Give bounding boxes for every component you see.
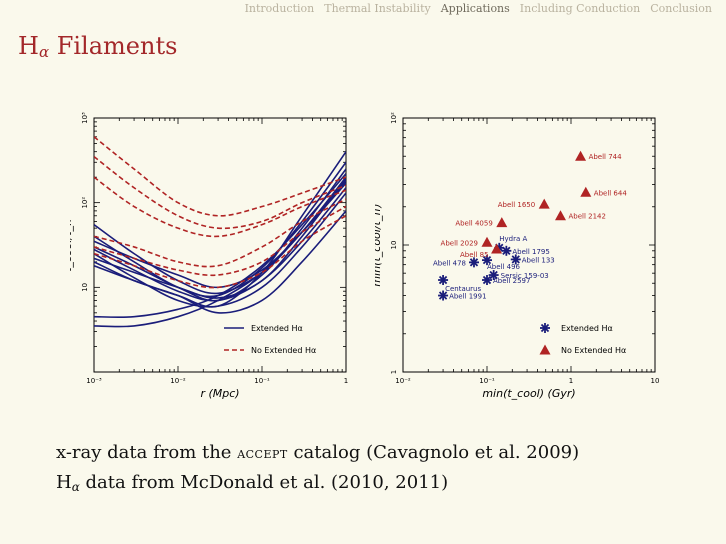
extended-point-marker-stroke xyxy=(511,255,520,264)
no-extended-point-label: Abell 85 xyxy=(460,251,489,259)
no-extended-point-marker xyxy=(491,243,503,254)
extended-point-label: Sersic 159-03 xyxy=(501,272,549,280)
no-extended-point-marker xyxy=(481,236,493,247)
right-y-tick-label: 10 xyxy=(390,241,398,250)
legend-extended-marker-stroke xyxy=(540,323,550,333)
extended-point-label: Abell 1991 xyxy=(449,293,486,301)
cooling-profile-chart: 10⁻³ 10⁻² 10⁻¹ 1 10 10² 10³ r (Mpc) t_cool/t_ff E… xyxy=(70,112,348,400)
extended-point-marker-stroke xyxy=(502,246,511,255)
legend-extended-label: Extended Hα xyxy=(561,324,613,333)
no-extended-point-label: Abell 1650 xyxy=(498,201,535,209)
nav-thermal-instability[interactable]: Thermal Instability xyxy=(324,2,431,15)
no-extended-profile-line xyxy=(94,155,346,230)
extended-point-marker-stroke xyxy=(482,255,492,265)
left-y-axis-label: t_cool/t_ff xyxy=(70,217,74,272)
extended-point-label: Abell 478 xyxy=(433,259,466,267)
caption-line-1: x-ray data from the accept catalog (Cava… xyxy=(56,442,580,463)
left-x-axis-label: r (Mpc) xyxy=(200,387,239,400)
title-subscript: α xyxy=(38,43,50,61)
no-extended-point-label: Abell 644 xyxy=(594,189,628,197)
extended-profile-line xyxy=(94,178,346,299)
no-extended-profile-line xyxy=(94,198,346,268)
extended-point-marker xyxy=(468,257,479,268)
title-main: H xyxy=(18,32,39,60)
left-series-group xyxy=(94,136,346,328)
left-x-tick-label: 10⁻³ xyxy=(86,377,102,385)
right-y-axis-label: min(t_cool/t_ff) xyxy=(375,203,383,286)
no-extended-point-marker xyxy=(555,210,567,221)
extended-point-marker xyxy=(510,254,521,265)
left-x-tick-label: 10⁻¹ xyxy=(254,377,270,385)
extended-point-label: Centaurus xyxy=(445,285,481,293)
right-x-tick-label: 10 xyxy=(651,377,660,385)
no-extended-point-label: Abell 2142 xyxy=(569,213,606,221)
extended-point-label: Abell 1795 xyxy=(512,248,549,256)
title-rest: Filaments xyxy=(49,32,178,60)
extended-point-marker xyxy=(438,290,449,301)
legend-extended-label: Extended Hα xyxy=(251,324,303,333)
extended-point-label: Abell 2597 xyxy=(493,277,530,285)
no-extended-point-marker xyxy=(575,150,587,161)
right-y-tick-label: 10² xyxy=(390,112,398,124)
no-extended-profile-line xyxy=(94,136,346,217)
legend-no-extended-label: No Extended Hα xyxy=(251,346,316,355)
left-y-tick-label: 10² xyxy=(81,197,89,209)
accept-catalog-name: accept xyxy=(237,444,288,462)
extended-point-marker-stroke xyxy=(489,270,498,280)
extended-point-marker xyxy=(501,245,512,256)
extended-profile-line xyxy=(94,210,346,314)
no-extended-point-marker xyxy=(496,217,508,228)
nav-conclusion[interactable]: Conclusion xyxy=(650,2,712,15)
left-x-tick-label: 10⁻² xyxy=(170,377,186,385)
right-x-tick-label: 10⁻² xyxy=(395,377,411,385)
no-extended-point-label: Abell 4059 xyxy=(455,220,492,228)
extended-point-label: Hydra A xyxy=(499,235,527,243)
min-cooling-scatter-chart: 10⁻² 10⁻¹ 1 10 1 10 10² min(t_cool) (Gyr) min(t_… xyxy=(375,112,660,400)
extended-point-marker xyxy=(488,270,499,281)
extended-profile-line xyxy=(94,192,346,308)
no-extended-point-label: Abell 2029 xyxy=(441,239,478,247)
caption: x-ray data from the accept catalog (Cava… xyxy=(56,438,579,502)
extended-profile-line xyxy=(94,173,346,319)
extended-point-marker-stroke xyxy=(469,258,479,267)
extended-point-marker-stroke xyxy=(438,291,448,300)
right-y-tick-label: 1 xyxy=(390,370,398,374)
nav-applications[interactable]: Applications xyxy=(440,2,510,15)
extended-point-marker-stroke xyxy=(482,275,492,285)
extended-point-marker-stroke xyxy=(438,275,448,285)
left-y-tick-label: 10 xyxy=(81,283,89,292)
right-x-tick-label: 1 xyxy=(569,377,573,385)
no-extended-profile-line xyxy=(94,205,346,277)
nav-bar: Introduction Thermal Instability Applica… xyxy=(245,2,712,15)
caption-line-2: Hα data from McDonald et al. (2010, 2011… xyxy=(56,472,449,494)
left-x-tick-label: 1 xyxy=(344,377,348,385)
no-extended-point-label: Abell 744 xyxy=(589,153,623,161)
nav-introduction[interactable]: Introduction xyxy=(244,2,315,15)
legend-no-extended-marker xyxy=(539,344,551,355)
legend-no-extended-label: No Extended Hα xyxy=(561,346,626,355)
right-x-tick-label: 10⁻¹ xyxy=(479,377,495,385)
nav-including-conduction[interactable]: Including Conduction xyxy=(519,2,641,15)
left-y-tick-label: 10³ xyxy=(81,112,89,124)
extended-point-label: Abell 496 xyxy=(487,263,521,271)
no-extended-profile-line xyxy=(94,176,346,238)
no-extended-point-marker xyxy=(580,186,592,197)
no-extended-point-marker xyxy=(538,198,550,209)
extended-point-label: Abell 133 xyxy=(522,256,555,264)
extended-point-marker xyxy=(438,275,449,286)
left-plot-frame xyxy=(93,117,347,373)
extended-point-marker xyxy=(482,275,492,286)
legend-extended-marker xyxy=(540,323,550,333)
no-extended-profile-line xyxy=(94,215,346,289)
slide-title: Hα Filaments xyxy=(18,32,177,61)
right-x-axis-label: min(t_cool) (Gyr) xyxy=(482,387,575,400)
extended-point-marker xyxy=(482,255,492,266)
